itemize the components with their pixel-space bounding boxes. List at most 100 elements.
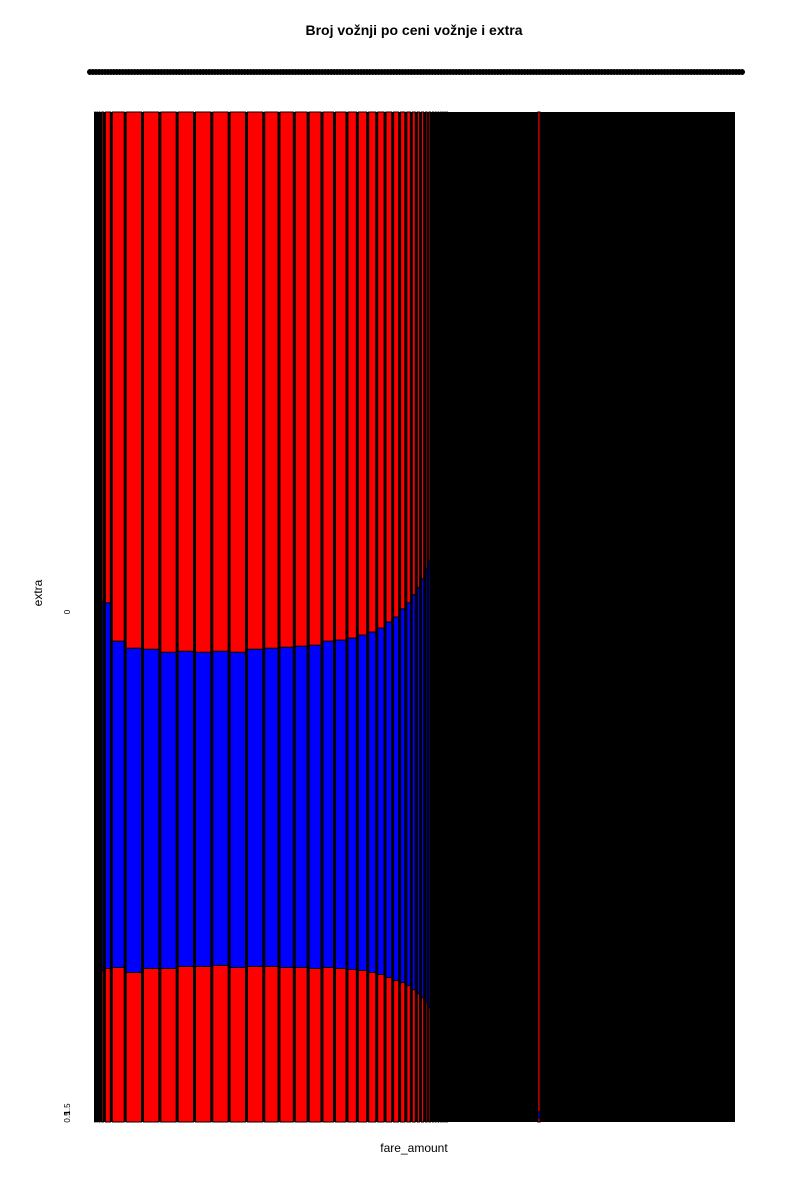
mosaic-tile-extra-0-5-col-25 — [393, 616, 400, 982]
mosaic-tile-extra-0-5-col-24 — [385, 621, 393, 979]
mosaic-tile-extra-1-col-32 — [428, 1007, 431, 1123]
mosaic-tile-extra-1-col-6 — [125, 972, 142, 1123]
mosaic-tile-extra-0-5-col-13 — [246, 648, 264, 967]
mosaic-tile-extra-0-5-col-33 — [431, 550, 434, 1012]
mosaic-tile-extra-0-5-col-17 — [308, 644, 322, 969]
mosaic-tile-extra-0-col-10 — [194, 111, 212, 653]
mosaic-tile-extra-0-col-25 — [393, 111, 400, 618]
mosaic-column-dark-40 — [448, 112, 532, 1122]
mosaic-tile-extra-0-5-col-27 — [406, 602, 411, 987]
mosaic-tile-extra-0-5-col-11 — [212, 650, 229, 966]
mosaic-tile-extra-0-5-col-22 — [368, 631, 377, 974]
mosaic-plot-area — [94, 111, 735, 1123]
mosaic-tile-extra-1-col-11 — [212, 964, 229, 1123]
mosaic-tile-extra-0-col-4 — [104, 111, 111, 604]
mosaic-tile-extra-1-col-14 — [264, 965, 279, 1123]
chart-title: Broj vožnji po ceni vožnje i extra — [305, 22, 522, 38]
mosaic-tile-extra-1-col-28 — [411, 989, 416, 1123]
mosaic-tile-extra-0-col-6 — [125, 111, 142, 649]
mosaic-tile-extra-0-5-col-16 — [294, 645, 308, 968]
mosaic-tile-extra-0-5-col-26 — [400, 608, 406, 984]
mosaic-tile-extra-1-col-13 — [246, 965, 264, 1123]
mosaic-tile-extra-1-col-25 — [393, 980, 400, 1123]
mosaic-tile-extra-0-5-col-42 — [537, 1111, 541, 1119]
mosaic-tile-extra-1-col-2 — [98, 985, 101, 1123]
mosaic-tile-extra-1-col-5 — [111, 966, 125, 1123]
mosaic-tile-extra-0-col-26 — [400, 111, 406, 610]
mosaic-tile-extra-0-5-col-35 — [437, 543, 440, 1015]
mosaic-tile-extra-0-col-34 — [434, 111, 437, 547]
mosaic-tile-extra-0-col-35 — [437, 111, 440, 545]
y-tick-label: 1 — [63, 1110, 72, 1115]
mosaic-tile-extra-0-col-32 — [428, 111, 431, 561]
mosaic-tile-extra-0-col-2 — [98, 111, 101, 618]
x-tick-label-mark — [739, 69, 745, 75]
mosaic-tile-extra-0-col-21 — [357, 111, 368, 636]
mosaic-tile-extra-1-col-4 — [104, 967, 111, 1123]
mosaic-tile-extra-0-col-8 — [160, 111, 177, 653]
mosaic-tile-extra-1-col-17 — [308, 967, 322, 1123]
mosaic-tile-extra-1-col-7 — [143, 967, 160, 1123]
mosaic-tile-extra-0-col-13 — [246, 111, 264, 650]
mosaic-tile-extra-0-col-24 — [385, 111, 393, 623]
mosaic-tile-extra-1-col-8 — [160, 967, 177, 1123]
mosaic-tile-extra-1-col-42 — [537, 1117, 541, 1123]
mosaic-tile-extra-1-col-27 — [406, 985, 411, 1123]
mosaic-tile-extra-0-col-28 — [411, 111, 416, 596]
mosaic-tile-extra-1-col-33 — [431, 1010, 434, 1123]
mosaic-tile-extra-0-5-col-5 — [111, 640, 125, 968]
mosaic-column-dark-41 — [531, 112, 537, 1122]
x-tick-label-strip — [87, 69, 745, 75]
mosaic-tile-extra-0-col-27 — [406, 111, 411, 604]
mosaic-tile-extra-1-col-22 — [368, 972, 377, 1123]
y-tick-label: 0 — [63, 609, 72, 614]
mosaic-tile-extra-0-col-19 — [334, 111, 347, 641]
mosaic-tile-extra-1-col-20 — [347, 968, 357, 1123]
mosaic-tile-extra-0-5-col-34 — [434, 545, 437, 1014]
mosaic-tile-extra-0-col-42 — [537, 111, 541, 1113]
mosaic-tile-extra-0-5-col-9 — [177, 650, 194, 967]
mosaic-tile-extra-0-col-3 — [101, 111, 104, 603]
mosaic-tile-extra-0-5-col-3 — [101, 601, 104, 971]
mosaic-tile-extra-1-col-3 — [101, 970, 104, 1123]
mosaic-tile-extra-1-col-23 — [377, 974, 385, 1123]
mosaic-tile-extra-0-5-col-23 — [377, 627, 385, 976]
mosaic-tile-extra-0-5-col-20 — [347, 637, 357, 970]
y-tick-labels: 0 0.511.5 — [63, 609, 72, 1122]
y-tick-label: 1.5 — [63, 1103, 72, 1115]
mosaic-tile-extra-0-5-col-19 — [334, 639, 347, 969]
mosaic-tile-extra-0-5-col-32 — [428, 559, 431, 1009]
x-axis-label: fare_amount — [380, 1141, 448, 1155]
mosaic-tile-extra-0-col-11 — [212, 111, 229, 652]
mosaic-tile-extra-0-col-14 — [264, 111, 279, 649]
mosaic-tile-extra-0-5-col-31 — [425, 568, 428, 1004]
mosaic-tile-extra-0-5-col-28 — [411, 594, 416, 991]
mosaic-tile-extra-0-col-22 — [368, 111, 377, 633]
mosaic-tile-extra-0-5-col-18 — [322, 640, 334, 968]
mosaic-tile-extra-0-col-20 — [347, 111, 357, 639]
mosaic-tile-extra-1-col-19 — [334, 967, 347, 1123]
mosaic-tile-extra-1-col-24 — [385, 977, 393, 1123]
mosaic-tile-extra-0-5-col-4 — [104, 602, 111, 969]
mosaic-tile-extra-0-5-col-12 — [229, 651, 246, 968]
mosaic-tile-extra-0-col-12 — [229, 111, 246, 653]
mosaic-tile-extra-0-col-5 — [111, 111, 125, 642]
mosaic-tile-extra-1-col-34 — [434, 1012, 437, 1123]
mosaic-tile-extra-1-col-16 — [294, 966, 308, 1123]
mosaic-tile-extra-0-5-col-7 — [143, 648, 160, 969]
mosaic-tile-extra-1-col-35 — [437, 1013, 440, 1123]
mosaic-tile-extra-0-col-33 — [431, 111, 434, 552]
mosaic-tile-extra-0-col-30 — [420, 111, 425, 580]
mosaic-tile-extra-1-col-15 — [279, 966, 294, 1123]
mosaic-tile-extra-0-5-col-6 — [125, 647, 142, 974]
mosaic-tile-extra-0-col-7 — [143, 111, 160, 650]
mosaic-tile-extra-0-5-col-21 — [357, 634, 368, 971]
mosaic-column-dark-43 — [540, 112, 735, 1122]
mosaic-tile-extra-1-col-31 — [425, 1002, 428, 1123]
mosaic-tile-extra-0-col-31 — [425, 111, 428, 570]
mosaic-tile-extra-1-col-12 — [229, 966, 246, 1123]
mosaic-tile-extra-0-col-18 — [322, 111, 334, 642]
mosaic-tile-extra-0-5-col-30 — [420, 578, 425, 999]
mosaic-tile-extra-0-5-col-29 — [416, 587, 420, 995]
